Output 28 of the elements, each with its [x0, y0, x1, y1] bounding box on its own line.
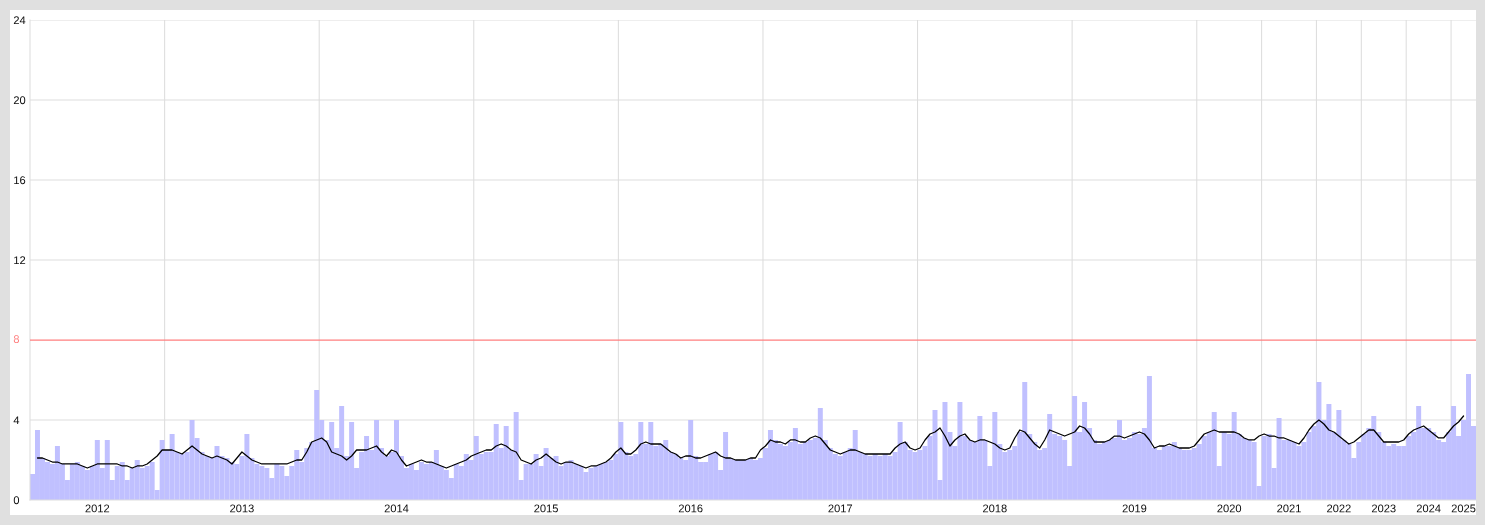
ref-line-label: 8 [13, 335, 20, 343]
x-tick-label: 2024 [1416, 504, 1441, 513]
bar [204, 456, 210, 500]
x-tick-label: 2019 [1122, 504, 1147, 513]
bar [1286, 440, 1292, 500]
x-tick-label: 2023 [1371, 504, 1396, 513]
y-tick-label: 12 [14, 256, 26, 265]
x-tick-label: 2015 [534, 504, 558, 513]
y-tick-label: 4 [13, 416, 20, 425]
x-tick-label: 2020 [1217, 504, 1242, 513]
y-tick-label: 0 [13, 496, 20, 505]
x-tick-label: 2022 [1327, 504, 1351, 513]
y-tick-label: 20 [13, 96, 26, 105]
x-tick-label: 2013 [230, 504, 254, 513]
y-tick-label: 16 [14, 176, 26, 185]
bar [563, 462, 569, 500]
x-tick-label: 2014 [384, 504, 409, 513]
x-tick-label: 2017 [828, 504, 853, 513]
x-tick-label: 2016 [678, 504, 703, 513]
x-tick-label: 2018 [983, 504, 1007, 513]
y-tick-label: 24 [13, 16, 26, 25]
bar [1296, 446, 1302, 500]
bar [214, 446, 220, 500]
x-tick-label: 2012 [85, 504, 110, 513]
line-series [36, 415, 1465, 469]
x-tick-label: 2025 [1451, 504, 1476, 513]
bar [573, 464, 579, 500]
x-tick-label: 2021 [1277, 504, 1301, 513]
